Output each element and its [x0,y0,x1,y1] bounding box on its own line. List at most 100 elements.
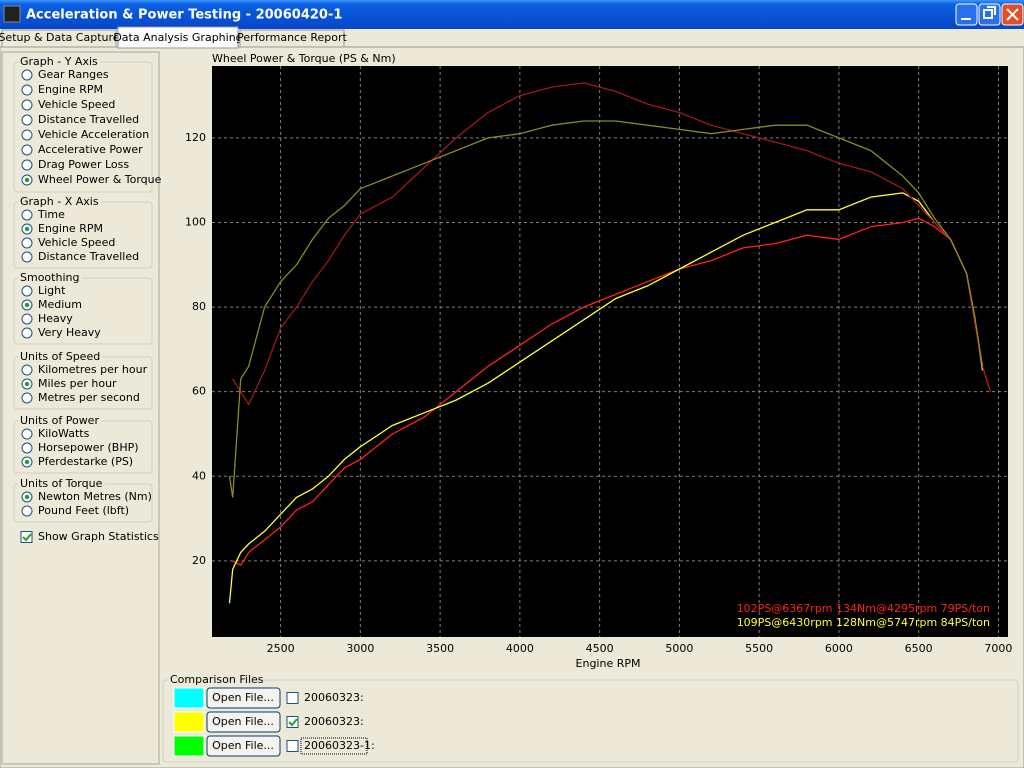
radio-button[interactable] [21,159,33,171]
radio-label: KiloWatts [38,427,90,440]
checkmark [22,533,32,542]
color-swatch[interactable] [173,735,205,757]
radio-label: Distance Travelled [38,250,139,263]
radio-button[interactable] [21,144,33,156]
radio-label: Newton Metres (Nm) [38,490,152,503]
radio-button[interactable] [21,392,33,404]
graph-statistics: 102PS@6367rpm 134Nm@4295rpm 79PS/ton [737,602,990,615]
chart-title: Wheel Power & Torque (PS & Nm) [212,52,396,65]
tab[interactable] [117,26,239,49]
radio-button[interactable] [21,251,33,263]
y-tick-label: 60 [192,385,206,398]
group-title-bg [18,478,105,490]
x-tick-label: 4000 [506,642,534,655]
group-title: Smoothing [20,271,79,284]
radio-button[interactable] [21,99,33,111]
title-bar [0,0,1024,29]
x-tick-label: 3000 [346,642,374,655]
radio-button[interactable] [21,237,33,249]
open-file-button[interactable] [206,735,281,757]
x-tick-label: 5000 [665,642,693,655]
radio-label: Kilometres per hour [38,363,148,376]
radio-label: Metres per second [38,391,140,404]
radio-button[interactable] [21,209,33,221]
radio-label: Heavy [38,312,73,325]
radio-label: Very Heavy [38,326,101,339]
radio-label: Vehicle Acceleration [38,128,149,141]
radio-label: Medium [38,298,82,311]
radio-button[interactable] [21,114,33,126]
group-title-bg [18,351,103,363]
comparison-title: Comparison Files [170,673,264,686]
checkbox[interactable] [20,531,33,543]
window-button-glyphs [961,6,1019,21]
tab[interactable] [239,29,345,48]
open-file-button[interactable] [206,711,281,733]
radio-label: Drag Power Loss [38,158,129,171]
app-icon [3,5,21,23]
radio-label: Light [38,284,66,297]
radio-label: Horsepower (BHP) [38,441,139,454]
color-swatch[interactable] [173,687,205,709]
radio-button[interactable] [21,129,33,141]
group-title: Units of Speed [20,350,100,363]
radio-dot [24,177,30,183]
x-tick-label: 6500 [905,642,933,655]
checkbox[interactable] [286,716,299,728]
radio-label: Distance Travelled [38,113,139,126]
radio-button[interactable] [21,313,33,325]
minimize-button[interactable] [955,3,978,26]
button-label: Open File... [212,691,274,704]
y-tick-label: 20 [192,554,206,567]
file-label: 20060323: [304,691,364,704]
radio-label: Vehicle Speed [38,236,115,249]
x-axis-label: Engine RPM [576,657,641,670]
radio-button[interactable] [21,364,33,376]
radio-button[interactable] [21,84,33,96]
checkbox[interactable] [286,692,299,704]
radio-label: Time [37,208,65,221]
radio-button[interactable] [21,442,33,454]
button-label: Open File... [212,715,274,728]
color-swatch[interactable] [173,711,205,733]
tab-label: Data Analysis Graphing [113,31,242,44]
comparison-group [162,679,1019,763]
radio-label: Gear Ranges [38,68,109,81]
radio-button[interactable] [21,285,33,297]
file-label: 20060323-1: [304,739,375,752]
tab-label: Performance Report [237,31,347,44]
group-title: Graph - X Axis [20,195,99,208]
left-panel [1,51,160,765]
radio-dot [24,226,30,232]
checkbox[interactable] [286,740,299,752]
y-tick-label: 120 [185,131,206,144]
checkmark [288,718,298,727]
radio-button[interactable] [21,69,33,81]
x-tick-label: 5500 [745,642,773,655]
plot-area [212,66,1008,637]
open-file-button[interactable] [206,687,281,709]
radio-button[interactable] [21,327,33,339]
y-tick-label: 40 [192,469,206,482]
group-title-bg [18,415,101,427]
tab[interactable] [1,29,117,48]
group-title: Units of Torque [20,477,103,490]
y-tick-label: 100 [185,215,206,228]
radio-label: Pound Feet (lbft) [38,504,129,517]
series-line [228,120,984,498]
radio-dot [24,494,30,500]
radio-button[interactable] [21,428,33,440]
file-label: 20060323: [304,715,364,728]
radio-dot [24,381,30,387]
radio-button[interactable] [21,505,33,517]
group-title-bg [18,56,100,68]
x-tick-label: 7000 [984,642,1012,655]
window-title: Acceleration & Power Testing - 20060420-… [26,8,342,23]
radio-label: Miles per hour [38,377,117,390]
group-title: Graph - Y Axis [20,55,98,68]
radio-label: Vehicle Speed [38,98,115,111]
radio-label: Engine RPM [38,83,103,96]
checkbox-label: Show Graph Statistics [38,530,159,543]
x-tick-label: 4500 [586,642,614,655]
y-tick-label: 80 [192,300,206,313]
